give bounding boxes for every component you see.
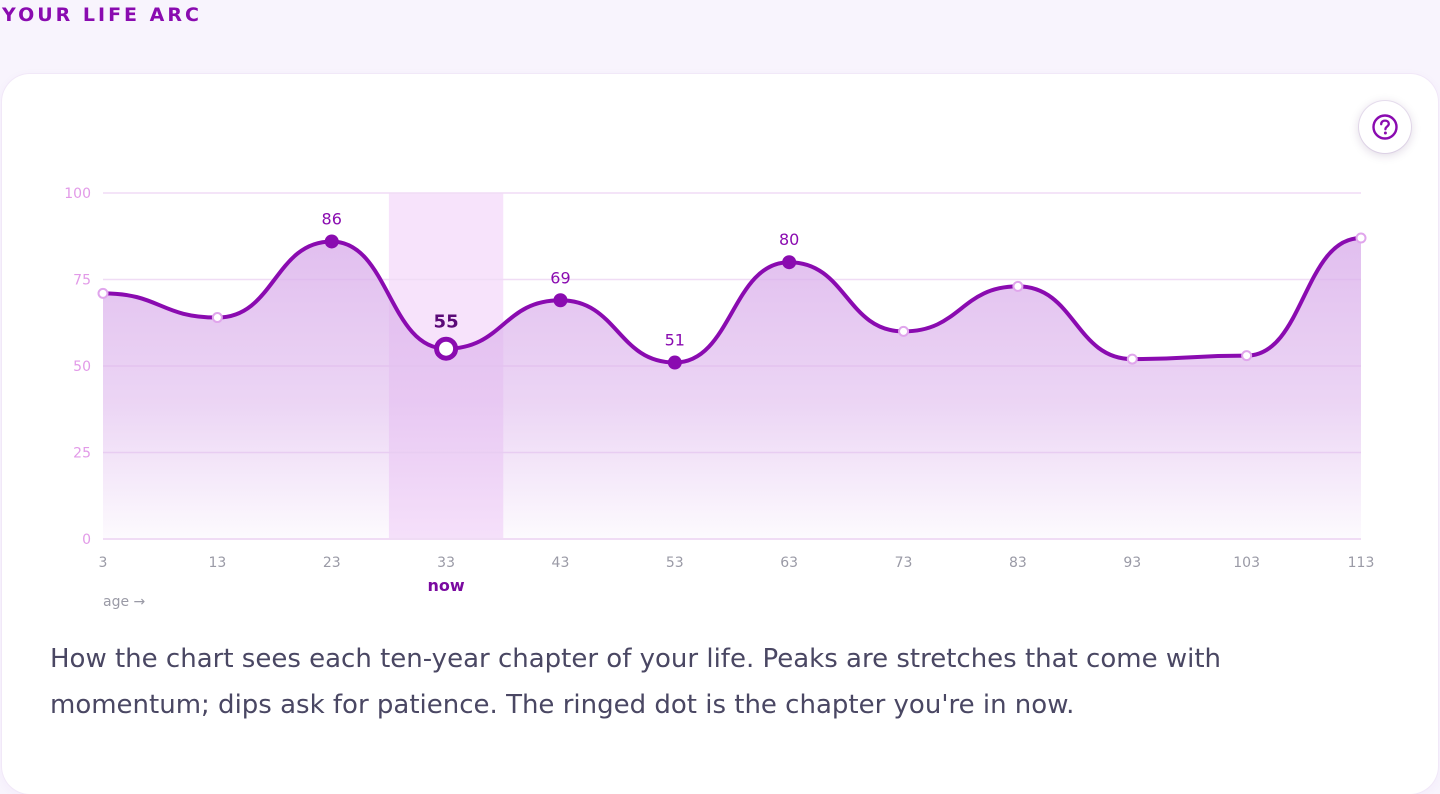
current-point [434, 336, 459, 361]
data-value-label: 80 [779, 230, 799, 249]
data-point-minor [1012, 280, 1024, 292]
data-point-minor [211, 312, 223, 324]
data-value-label: 86 [322, 209, 342, 228]
x-tick-label: 23 [323, 555, 341, 571]
y-tick-label: 75 [73, 273, 91, 289]
x-tick-label: 93 [1123, 555, 1141, 571]
data-point [667, 355, 682, 370]
data-point-minor [898, 325, 910, 337]
data-point-minor [1355, 232, 1367, 244]
now-label: now [428, 576, 465, 595]
series-area [103, 237, 1361, 540]
data-point-minor [1241, 350, 1253, 362]
data-point [553, 293, 568, 308]
data-point [782, 255, 797, 270]
x-tick-label: 113 [1348, 555, 1375, 571]
current-value-label: 55 [434, 312, 459, 333]
x-axis-label: age → [103, 594, 146, 610]
x-tick-label: 33 [437, 555, 455, 571]
help-circle-icon [1372, 114, 1398, 140]
data-value-label: 51 [665, 331, 685, 350]
chart-caption: How the chart sees each ten-year chapter… [50, 644, 1221, 720]
x-tick-label: 13 [208, 555, 226, 571]
help-button[interactable] [1359, 101, 1411, 153]
x-tick-label: 103 [1233, 555, 1260, 571]
data-point-minor [97, 287, 109, 299]
x-tick-label: 53 [666, 555, 684, 571]
data-point [324, 234, 339, 249]
data-value-label: 69 [550, 268, 570, 287]
life-arc-chart: 0 25 50 75 100 86 55 69 51 80 3 13 23 33 43 53 63 73 83 93 1… [64, 186, 1375, 610]
x-tick-label: 43 [552, 555, 570, 571]
data-point-minor [1126, 353, 1138, 365]
y-tick-label: 50 [73, 359, 91, 375]
x-tick-label: 73 [895, 555, 913, 571]
y-tick-label: 0 [82, 532, 91, 548]
y-tick-label: 25 [73, 446, 91, 462]
section-title: YOUR LIFE ARC [2, 4, 202, 26]
x-tick-label: 83 [1009, 555, 1027, 571]
y-tick-label: 100 [64, 186, 91, 202]
x-tick-label: 3 [99, 555, 108, 571]
x-tick-label: 63 [780, 555, 798, 571]
